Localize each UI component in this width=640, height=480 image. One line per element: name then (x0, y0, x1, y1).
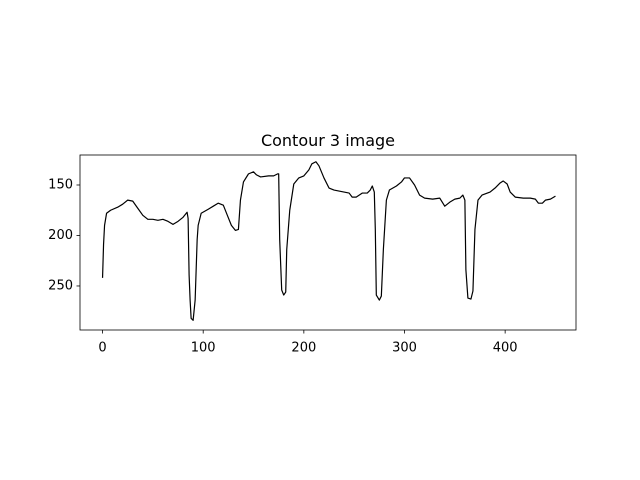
x-tick-label: 200 (291, 341, 316, 356)
contour-line (101, 161, 556, 321)
y-tick-label: 250 (48, 278, 73, 293)
x-tick-label: 100 (191, 341, 216, 356)
x-tick-label: 300 (392, 341, 417, 356)
plot-frame (79, 154, 577, 331)
y-tick-label: 150 (48, 177, 73, 192)
x-tick-label: 0 (98, 341, 106, 356)
y-tick-label: 200 (48, 228, 73, 243)
x-tick-label: 400 (493, 341, 518, 356)
chart-title: Contour 3 image (261, 131, 395, 150)
